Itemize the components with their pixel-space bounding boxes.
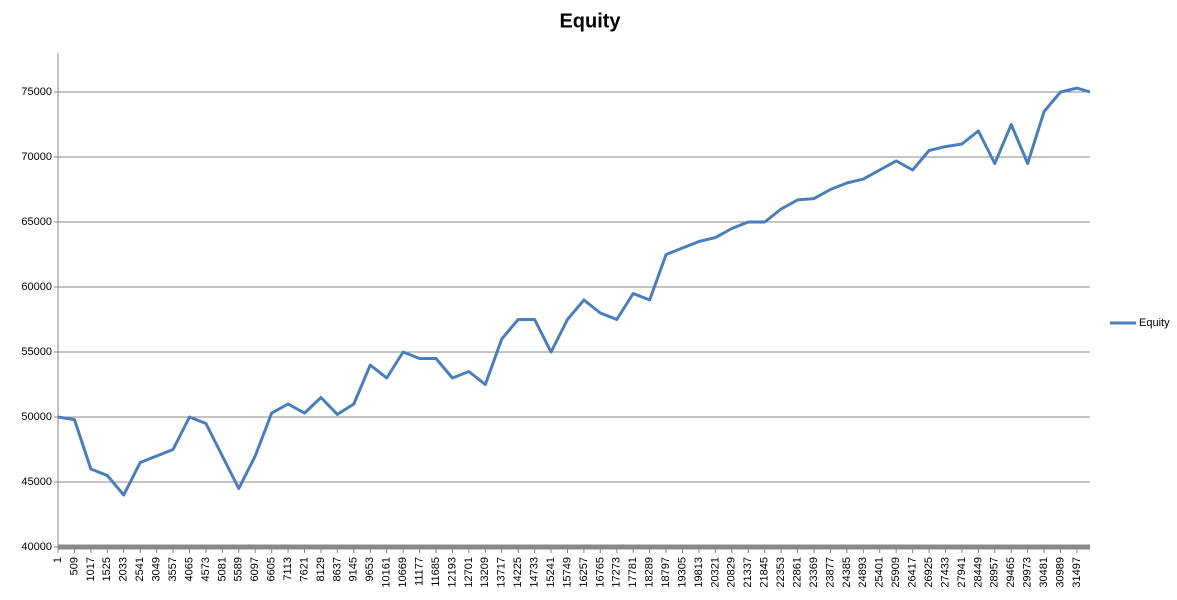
x-tick-label: 23369 [808, 557, 820, 588]
x-tick-label: 19813 [693, 557, 705, 588]
x-tick-label: 1525 [101, 557, 113, 581]
y-tick-label: 40000 [21, 541, 52, 553]
x-tick-label: 26925 [923, 557, 935, 588]
x-tick-label: 18289 [644, 557, 656, 588]
x-tick-label: 30989 [1054, 557, 1066, 588]
x-tick-label: 4065 [183, 557, 195, 581]
x-tick-label: 17273 [611, 557, 623, 588]
x-tick-label: 24385 [841, 557, 853, 588]
x-tick-label: 21337 [742, 557, 754, 588]
x-tick-label: 11177 [413, 557, 425, 586]
x-tick-label: 6097 [249, 557, 261, 581]
x-tick-label: 29973 [1022, 557, 1034, 588]
y-tick-label: 55000 [21, 346, 52, 358]
x-tick-label: 2541 [134, 557, 146, 581]
x-tick-label: 1017 [85, 557, 97, 581]
x-tick-label: 25909 [890, 557, 902, 588]
x-tick-label: 21845 [759, 557, 771, 588]
x-tick-label: 16257 [578, 557, 590, 588]
x-tick-label: 23877 [824, 557, 836, 588]
x-tick-label: 8129 [315, 557, 327, 581]
legend-label: Equity [1139, 317, 1170, 329]
x-tick-label: 7621 [298, 557, 310, 581]
x-tick-label: 25401 [874, 557, 886, 588]
x-tick-label: 3557 [167, 557, 179, 581]
x-tick-label: 14733 [529, 557, 541, 588]
y-tick-label: 70000 [21, 151, 52, 163]
x-tick-label: 5589 [233, 557, 245, 581]
chart-title: Equity [559, 10, 621, 32]
x-tick-label: 1 [52, 557, 64, 563]
x-tick-label: 11685 [430, 557, 442, 587]
x-tick-label: 27941 [956, 557, 968, 588]
x-tick-label: 7113 [282, 557, 294, 581]
x-tick-label: 26417 [907, 557, 919, 588]
x-tick-label: 16765 [594, 557, 606, 588]
x-tick-label: 13717 [496, 557, 508, 588]
y-tick-label: 45000 [21, 476, 52, 488]
x-tick-label: 12193 [446, 557, 458, 588]
x-tick-label: 10161 [381, 557, 393, 588]
x-tick-label: 17781 [627, 557, 639, 588]
x-tick-label: 24893 [857, 557, 869, 588]
x-tick-label: 13209 [479, 557, 491, 588]
x-tick-label: 28449 [972, 557, 984, 588]
x-tick-label: 19305 [676, 557, 688, 588]
y-tick-label: 60000 [21, 281, 52, 293]
x-tick-label: 10669 [397, 557, 409, 588]
x-tick-label: 20321 [709, 557, 721, 588]
x-tick-label: 22353 [775, 557, 787, 588]
x-tick-label: 15749 [561, 557, 573, 588]
x-tick-label: 18797 [660, 557, 672, 588]
x-tick-label: 9145 [348, 557, 360, 581]
x-tick-label: 30481 [1038, 557, 1050, 588]
x-tick-label: 14225 [512, 557, 524, 588]
x-tick-label: 2033 [118, 557, 130, 581]
x-tick-label: 8637 [331, 557, 343, 581]
x-tick-label: 22861 [791, 557, 803, 588]
x-tick-label: 4573 [200, 557, 212, 581]
x-tick-label: 9653 [364, 557, 376, 581]
y-tick-label: 50000 [21, 411, 52, 423]
x-tick-label: 3049 [151, 557, 163, 581]
x-tick-label: 5081 [216, 557, 228, 581]
x-tick-label: 29465 [1005, 557, 1017, 588]
data-line [57, 86, 1091, 497]
x-tick-label: 20829 [726, 557, 738, 588]
x-tick-label: 28957 [989, 557, 1001, 588]
x-tick-label: 6605 [266, 557, 278, 581]
y-tick-label: 75000 [21, 86, 52, 98]
x-tick-label: 31497 [1071, 557, 1083, 588]
x-tick-label: 27433 [939, 557, 951, 588]
x-tick-label: 15241 [545, 557, 557, 588]
x-tick-label: 12701 [463, 557, 475, 588]
y-tick-label: 65000 [21, 216, 52, 228]
x-tick-label: 509 [68, 557, 80, 575]
